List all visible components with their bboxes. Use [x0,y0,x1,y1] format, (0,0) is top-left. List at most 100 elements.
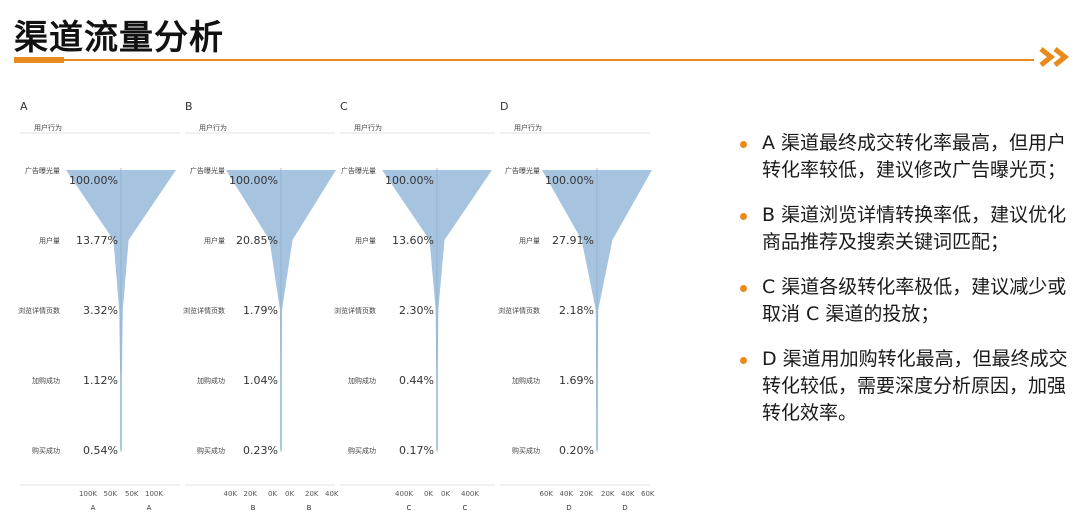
percent-label: 27.91% [552,234,594,247]
axis-tick-label: 40K [560,490,574,498]
stage-label: 购买成功 [348,446,376,455]
axis-tick-label: 20K [244,490,258,498]
axis-tick-label: 40K [325,490,339,498]
percent-label: 0.44% [399,374,434,387]
insight-item: B 渠道浏览详情转换率低，建议优化商品推荐及搜索关键词匹配； [740,202,1075,256]
insight-text: C 渠道各级转化率极低，建议减少或取消 C 渠道的投放； [762,276,1067,325]
percent-label: 3.32% [83,304,118,317]
stage-label: 加购成功 [32,376,60,385]
percent-label: 100.00% [385,174,434,187]
funnel-panel-c: C 用户行为广告曝光量 100.00% 用户量 13.60% 浏览详情页数 2.30% 加购… [334,100,500,520]
insight-text: B 渠道浏览详情转换率低，建议优化商品推荐及搜索关键词匹配； [762,204,1067,253]
insight-text: D 渠道用加购转化最高，但最终成交转化较低，需要深度分析原因，加强转化效率。 [762,348,1068,424]
stage-label: 用户量 [519,236,540,245]
stage-label: 广告曝光量 [25,166,60,175]
stage-label: 浏览详情页数 [18,306,60,315]
axis-tick-label: 20K [601,490,615,498]
insights-list: A 渠道最终成交转化率最高，但用户转化率较低，建议修改广告曝光页； B 渠道浏览… [740,130,1075,445]
funnel-panel-b: B 用户行为广告曝光量 100.00% 用户量 20.85% 浏览详情页数 1.79% 加购… [183,100,345,520]
percent-label: 1.79% [243,304,278,317]
title-underline [14,59,1034,61]
panel-letter: B [185,100,193,113]
percent-label: 0.54% [83,444,118,457]
percent-label: 2.30% [399,304,434,317]
funnel-panel-d: D 用户行为广告曝光量 100.00% 用户量 27.91% 浏览详情页数 2.18% 加购… [498,100,660,520]
axis-tick-label: 400K [461,490,479,498]
insight-item: D 渠道用加购转化最高，但最终成交转化较低，需要深度分析原因，加强转化效率。 [740,346,1075,427]
axis-label: A [91,504,96,512]
axis-tick-label: 0K [285,490,294,498]
axis-tick-label: 60K [540,490,554,498]
axis-tick-label: 20K [580,490,594,498]
axis-label: C [463,504,468,512]
stage-label: 用户量 [39,236,60,245]
axis-tick-label: 100K [145,490,163,498]
stage-label: 广告曝光量 [190,166,225,175]
title-accent-bar [14,57,64,63]
axis-tick-label: 50K [104,490,118,498]
axis-label: B [307,504,312,512]
insight-text: A 渠道最终成交转化率最高，但用户转化率较低，建议修改广告曝光页； [762,132,1067,181]
axis-tick-label: 40K [224,490,238,498]
percent-label: 100.00% [545,174,594,187]
percent-label: 0.23% [243,444,278,457]
stage-label: 浏览详情页数 [498,306,540,315]
axis-label: B [251,504,256,512]
axis-tick-label: 60K [641,490,655,498]
bullet-dot-icon [740,357,747,364]
axis-tick-label: 20K [305,490,319,498]
stage-label: 广告曝光量 [341,166,376,175]
panel-letter: D [500,100,509,113]
axis-tick-label: 50K [125,490,139,498]
stage-label: 购买成功 [197,446,225,455]
percent-label: 13.77% [76,234,118,247]
insight-item: A 渠道最终成交转化率最高，但用户转化率较低，建议修改广告曝光页； [740,130,1075,184]
axis-label: C [407,504,412,512]
stage-label: 用户量 [204,236,225,245]
stage-label: 加购成功 [197,376,225,385]
axis-tick-label: 0K [268,490,277,498]
page-title: 渠道流量分析 [14,18,224,58]
stage-label: 加购成功 [512,376,540,385]
double-chevron-right-icon [1039,47,1070,67]
axis-label: D [622,504,627,512]
axis-tick-label: 0K [441,490,450,498]
percent-label: 100.00% [229,174,278,187]
stage-label: 广告曝光量 [505,166,540,175]
axis-tick-label: 100K [79,490,97,498]
percent-label: 2.18% [559,304,594,317]
percent-label: 1.69% [559,374,594,387]
percent-label: 100.00% [69,174,118,187]
panel-letter: A [20,100,28,113]
stage-header: 用户行为 [34,123,62,132]
stage-label: 加购成功 [348,376,376,385]
stage-header: 用户行为 [514,123,542,132]
axis-tick-label: 0K [424,490,433,498]
percent-label: 1.04% [243,374,278,387]
percent-label: 0.20% [559,444,594,457]
axis-label: A [147,504,152,512]
axis-tick-label: 40K [621,490,635,498]
bullet-dot-icon [740,213,747,220]
stage-label: 用户量 [355,236,376,245]
percent-label: 0.17% [399,444,434,457]
stage-header: 用户行为 [199,123,227,132]
axis-tick-label: 400K [395,490,413,498]
stage-label: 浏览详情页数 [334,306,376,315]
stage-label: 购买成功 [32,446,60,455]
percent-label: 1.12% [83,374,118,387]
insight-item: C 渠道各级转化率极低，建议减少或取消 C 渠道的投放； [740,274,1075,328]
bullet-dot-icon [740,141,747,148]
percent-label: 20.85% [236,234,278,247]
bullet-dot-icon [740,285,747,292]
axis-label: D [566,504,571,512]
panel-letter: C [340,100,348,113]
stage-label: 浏览详情页数 [183,306,225,315]
stage-header: 用户行为 [354,123,382,132]
percent-label: 13.60% [392,234,434,247]
stage-label: 购买成功 [512,446,540,455]
funnel-panel-a: A 用户行为广告曝光量 100.00% 用户量 13.77% 浏览详情页数 3.32% 加购… [18,100,180,520]
